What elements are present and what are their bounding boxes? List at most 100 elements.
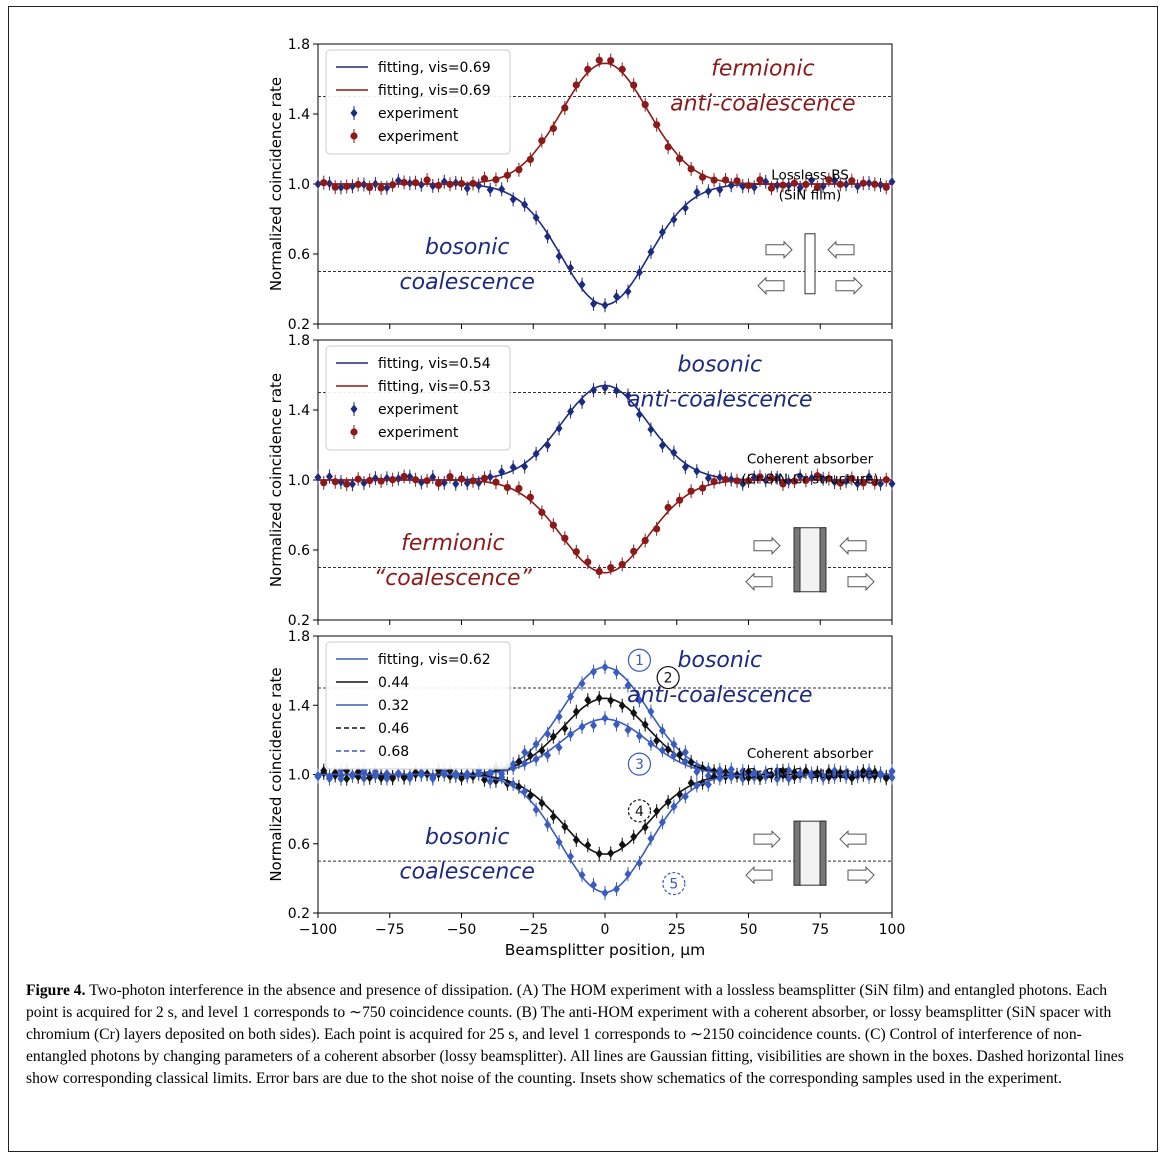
data-point (664, 797, 672, 807)
data-point (509, 779, 517, 789)
legend-label: experiment (378, 425, 459, 441)
data-point (354, 475, 362, 483)
data-point (411, 179, 420, 187)
data-point (618, 560, 626, 569)
data-point (785, 774, 793, 784)
data-point (698, 173, 707, 181)
data-point (325, 472, 333, 482)
y-tick-label: 1.4 (288, 698, 310, 714)
data-point (555, 251, 563, 261)
caption-label: Figure 4. (26, 982, 86, 999)
data-point (653, 525, 661, 533)
data-point (440, 767, 448, 777)
data-point (658, 726, 666, 736)
curve-number-label: 2 (664, 671, 673, 687)
data-point (756, 176, 764, 184)
data-point (394, 770, 402, 780)
data-point (607, 56, 615, 65)
data-point (859, 179, 867, 187)
data-point (842, 772, 850, 782)
annotation-text: bosonic (678, 648, 763, 673)
data-point (521, 758, 529, 768)
data-point (320, 479, 328, 487)
data-point (813, 472, 821, 480)
data-point (676, 750, 684, 760)
data-point (509, 462, 517, 472)
data-point (664, 503, 672, 512)
data-point (521, 747, 529, 757)
data-point (624, 725, 632, 735)
data-point (457, 475, 466, 483)
data-point (670, 448, 678, 458)
data-point (601, 888, 609, 898)
data-point (744, 181, 753, 190)
data-point (532, 754, 540, 764)
data-point (469, 477, 477, 485)
data-point (854, 479, 862, 489)
data-point (704, 186, 712, 196)
data-point (475, 181, 483, 191)
inset-subtitle: (Cr-SiN-Cr structure) (741, 471, 878, 487)
data-point (664, 143, 672, 151)
legend-label: experiment (378, 129, 459, 145)
inset-arrow (753, 536, 781, 555)
data-point (463, 768, 471, 778)
data-point (842, 476, 850, 486)
data-point (618, 840, 626, 850)
data-point (590, 385, 598, 395)
sample-inset: Coherent absorber (Cr-SiN-Cr structure) (741, 451, 879, 593)
panel-A: 0.2 0.6 1.0 1.4 1.8 Normalized coincidence ra… (267, 37, 896, 333)
data-point (314, 770, 322, 780)
data-point (486, 472, 494, 482)
data-point (687, 757, 695, 767)
data-point (808, 175, 816, 185)
data-point (716, 765, 724, 775)
sample-inset: Lossless BS (SiN film) (757, 168, 863, 295)
data-point (561, 822, 569, 832)
data-point (515, 757, 523, 767)
data-point (549, 124, 557, 133)
data-point (687, 487, 695, 495)
data-point (888, 177, 896, 187)
data-point (492, 175, 500, 184)
x-tick-label: −100 (299, 922, 337, 938)
data-point (630, 708, 638, 718)
data-point (664, 744, 672, 754)
legend-label: 0.68 (378, 744, 409, 760)
data-point (865, 178, 873, 188)
data-point (877, 770, 885, 780)
inset-arrow (839, 829, 867, 849)
legend-box (325, 49, 511, 155)
y-tick-label: 1.4 (288, 403, 310, 419)
data-point (865, 472, 873, 482)
data-point (452, 770, 460, 780)
data-point (710, 477, 718, 486)
data-point (744, 477, 753, 485)
curve-number-marker (627, 799, 652, 823)
data-point (544, 729, 552, 739)
inset-title: Coherent absorber (747, 451, 874, 467)
data-point (389, 773, 397, 783)
data-point (739, 774, 747, 784)
inset-subtitle: (SiN film) (779, 188, 842, 204)
data-point (377, 477, 385, 485)
data-point (785, 765, 793, 775)
data-point (607, 848, 615, 858)
data-point (595, 693, 603, 703)
legend-label: 0.32 (378, 698, 409, 714)
data-point (601, 662, 609, 672)
data-point (549, 521, 557, 529)
data-point (544, 440, 552, 450)
data-point (630, 547, 638, 555)
cr-layer (793, 527, 801, 593)
data-point (555, 837, 563, 847)
annotation-text: bosonic (425, 235, 510, 260)
data-point (475, 769, 483, 779)
data-point (331, 183, 339, 191)
legend-label: fitting, vis=0.69 (378, 83, 491, 99)
data-point (469, 771, 477, 781)
data-point (337, 774, 345, 784)
data-point (584, 558, 592, 566)
data-point (325, 771, 333, 781)
data-point (716, 185, 724, 195)
